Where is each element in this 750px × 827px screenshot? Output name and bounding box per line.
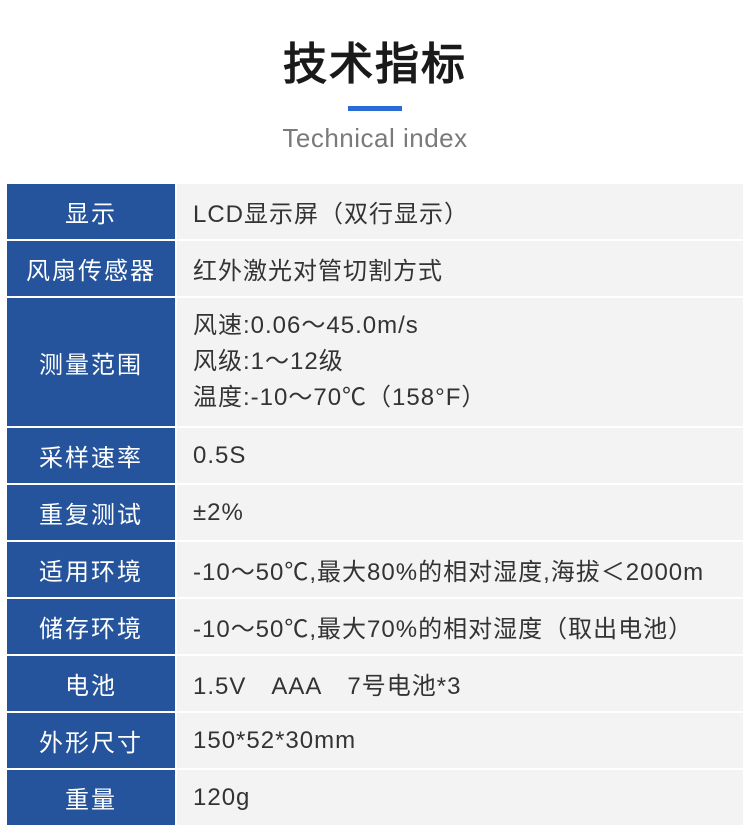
- table-row: 风扇传感器 红外激光对管切割方式: [6, 240, 744, 297]
- table-row: 适用环境 -10～50℃,最大80%的相对湿度,海拔＜2000m: [6, 541, 744, 598]
- spec-value: 120g: [176, 769, 744, 826]
- spec-label: 外形尺寸: [6, 712, 176, 769]
- table-row: 重量 120g: [6, 769, 744, 826]
- table-row: 重复测试 ±2%: [6, 484, 744, 541]
- spec-value: 风速:0.06～45.0m/s 风级:1～12级 温度:-10～70℃（158°…: [176, 297, 744, 427]
- spec-label: 采样速率: [6, 427, 176, 484]
- table-row: 显示 LCD显示屏（双行显示）: [6, 183, 744, 240]
- table-row: 采样速率 0.5S: [6, 427, 744, 484]
- spec-table: 显示 LCD显示屏（双行显示） 风扇传感器 红外激光对管切割方式 测量范围 风速…: [5, 182, 745, 827]
- header-block: 技术指标 Technical index: [0, 0, 750, 174]
- spec-label: 重复测试: [6, 484, 176, 541]
- spec-label: 测量范围: [6, 297, 176, 427]
- spec-label: 储存环境: [6, 598, 176, 655]
- spec-label: 电池: [6, 655, 176, 712]
- spec-value-line: 风级:1～12级: [193, 344, 727, 380]
- spec-value-line: 风速:0.06～45.0m/s: [193, 308, 727, 344]
- spec-label: 适用环境: [6, 541, 176, 598]
- table-row: 外形尺寸 150*52*30mm: [6, 712, 744, 769]
- table-row: 电池 1.5V AAA 7号电池*3: [6, 655, 744, 712]
- spec-value: -10～50℃,最大70%的相对湿度（取出电池）: [176, 598, 744, 655]
- title-underline: [348, 106, 402, 111]
- spec-value: 红外激光对管切割方式: [176, 240, 744, 297]
- spec-value: -10～50℃,最大80%的相对湿度,海拔＜2000m: [176, 541, 744, 598]
- spec-value: 0.5S: [176, 427, 744, 484]
- spec-label: 显示: [6, 183, 176, 240]
- title-english: Technical index: [0, 123, 750, 154]
- title-chinese: 技术指标: [0, 28, 750, 92]
- spec-value: 150*52*30mm: [176, 712, 744, 769]
- spec-value-line: 温度:-10～70℃（158°F）: [193, 380, 727, 416]
- spec-label: 风扇传感器: [6, 240, 176, 297]
- spec-value: ±2%: [176, 484, 744, 541]
- spec-value: LCD显示屏（双行显示）: [176, 183, 744, 240]
- table-row: 储存环境 -10～50℃,最大70%的相对湿度（取出电池）: [6, 598, 744, 655]
- table-row: 测量范围 风速:0.06～45.0m/s 风级:1～12级 温度:-10～70℃…: [6, 297, 744, 427]
- spec-value: 1.5V AAA 7号电池*3: [176, 655, 744, 712]
- spec-label: 重量: [6, 769, 176, 826]
